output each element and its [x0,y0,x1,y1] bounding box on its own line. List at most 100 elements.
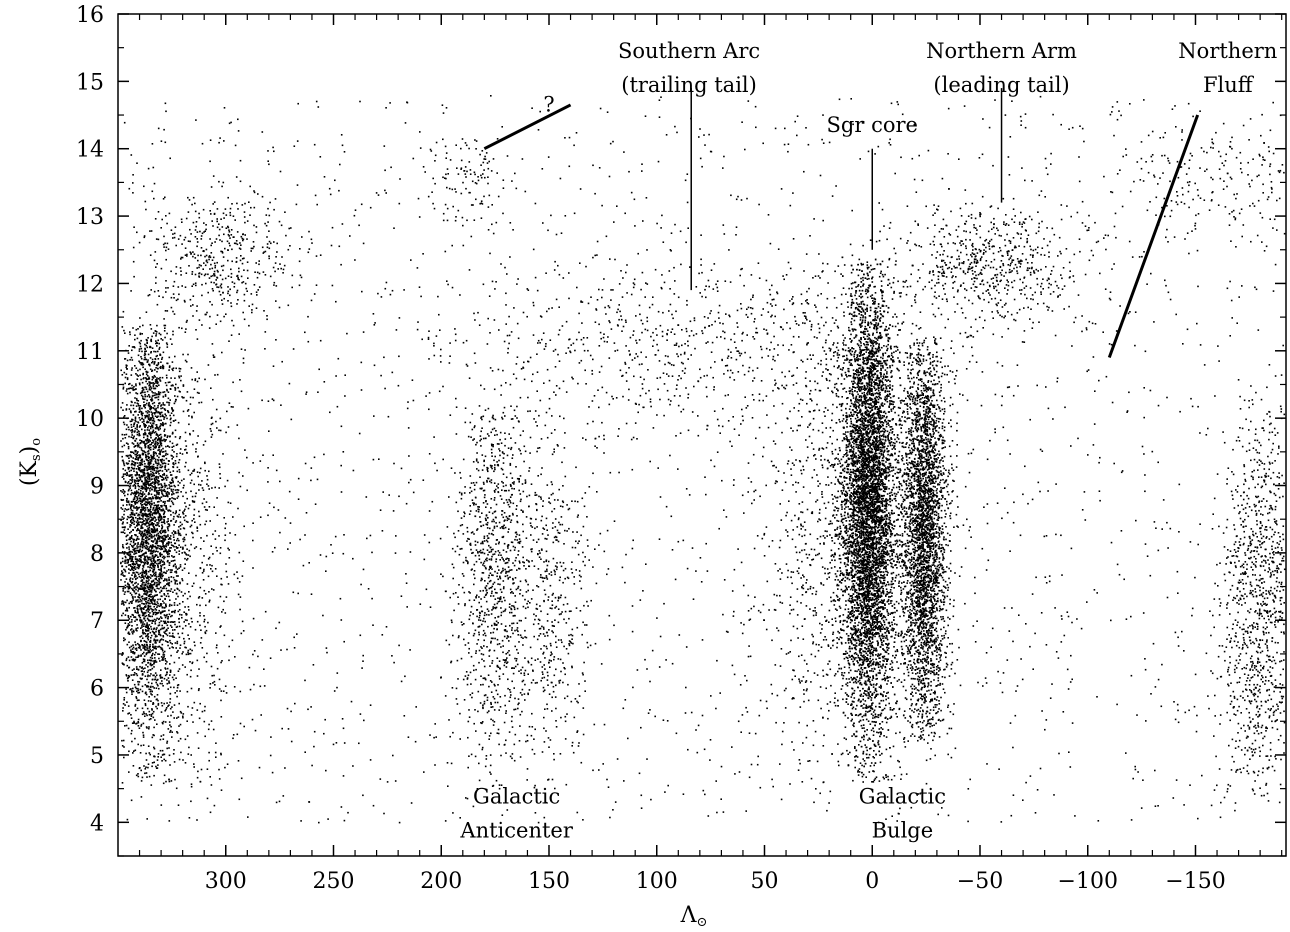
data-point [138,488,140,491]
data-point [483,645,485,647]
data-point [162,494,165,497]
data-point [476,615,478,618]
data-point [189,652,192,655]
data-point [155,590,157,593]
data-point [144,454,147,456]
data-point [141,690,144,693]
data-point [168,366,171,369]
data-point [135,534,137,536]
data-point [121,557,124,560]
data-point [144,513,146,516]
data-point [158,348,160,350]
data-point [151,564,154,567]
data-point [215,323,217,325]
data-point [176,625,179,628]
data-point [504,519,506,521]
data-point [142,514,144,517]
data-point [152,568,155,571]
data-point [154,438,156,441]
data-point [524,481,527,483]
data-point [488,435,490,437]
data-point [122,386,125,389]
data-point [174,355,176,358]
data-point [531,548,533,550]
data-point [505,653,507,655]
data-point [497,728,500,731]
data-point [156,444,159,446]
data-point [122,499,125,501]
data-point [143,493,146,495]
data-point [143,558,145,560]
data-point [168,492,170,494]
data-point [153,545,155,548]
data-point [143,571,145,573]
data-point [184,465,186,468]
data-point [124,622,127,624]
data-point [146,395,149,398]
data-point [139,564,141,566]
data-point [191,495,194,498]
data-point [252,567,254,569]
data-point [193,388,196,390]
data-point [142,658,145,660]
data-point [141,644,144,647]
data-point [158,624,161,626]
data-point [142,516,144,518]
data-point [127,631,130,634]
data-point [187,409,190,411]
data-point [179,546,182,548]
data-point [160,404,163,406]
data-point [129,516,132,518]
data-point [179,532,181,535]
data-point [205,604,207,607]
data-point [137,642,139,645]
data-point [225,570,228,573]
data-point [461,573,464,575]
data-point [490,558,493,560]
data-point [136,378,139,380]
data-point [153,638,156,641]
data-point [131,563,134,565]
data-point [165,474,168,477]
data-point [130,688,132,690]
data-point [128,435,130,438]
data-point [155,628,157,631]
data-point [148,415,150,417]
data-point [211,588,213,590]
data-point [164,440,166,443]
data-point [130,717,133,719]
data-point [181,453,184,455]
data-point [146,390,149,393]
data-point [151,402,154,405]
data-point [163,438,165,441]
data-point [198,668,200,670]
data-point [506,519,509,522]
data-point [149,689,152,691]
data-point [170,514,172,516]
data-point [127,590,130,593]
data-point [131,689,133,692]
data-point [167,715,169,717]
data-point [131,648,134,650]
data-point [158,500,160,503]
data-point [141,598,144,600]
data-point [123,464,126,467]
data-point [131,551,134,553]
data-point [161,561,163,563]
data-point [161,479,163,481]
data-point [131,460,133,462]
data-point [191,707,194,709]
data-point [145,513,147,515]
data-point [169,731,171,733]
data-point [202,570,205,572]
data-point [137,743,139,746]
data-point [120,406,122,409]
data-point [183,510,185,512]
data-point [161,587,164,590]
data-point [178,376,181,379]
data-point [495,779,498,782]
data-point [496,693,499,696]
data-point [204,508,207,511]
data-point [141,485,144,488]
data-point [489,566,491,568]
